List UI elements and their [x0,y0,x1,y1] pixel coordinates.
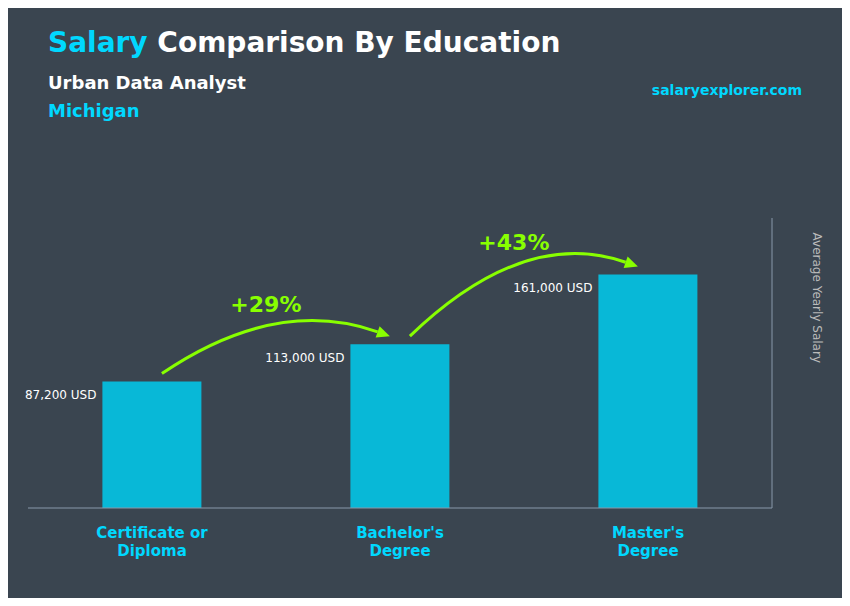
html-text:salaryexplorer.com: salaryexplorer.com [651,82,802,98]
html-text:Urban Data Analyst: Urban Data Analyst [48,72,246,93]
svg-text:Master'sDegree: Master'sDegree [612,524,684,560]
svg-text:Certificate orDiploma: Certificate orDiploma [96,524,208,560]
svg-text:+29%: +29% [230,292,301,317]
svg-text:Average Yearly Salary: Average Yearly Salary [810,233,824,363]
svg-text:87,200 USD: 87,200 USD [25,388,96,402]
svg-text:Bachelor'sDegree: Bachelor'sDegree [356,524,444,560]
svg-text:113,000 USD: 113,000 USD [265,351,344,365]
svg-text:+43%: +43% [478,230,549,255]
svg-text:161,000 USD: 161,000 USD [513,281,592,295]
html-text:Salary Comparison By Education: Salary Comparison By Education [48,26,561,59]
html-text:Michigan: Michigan [48,100,140,121]
